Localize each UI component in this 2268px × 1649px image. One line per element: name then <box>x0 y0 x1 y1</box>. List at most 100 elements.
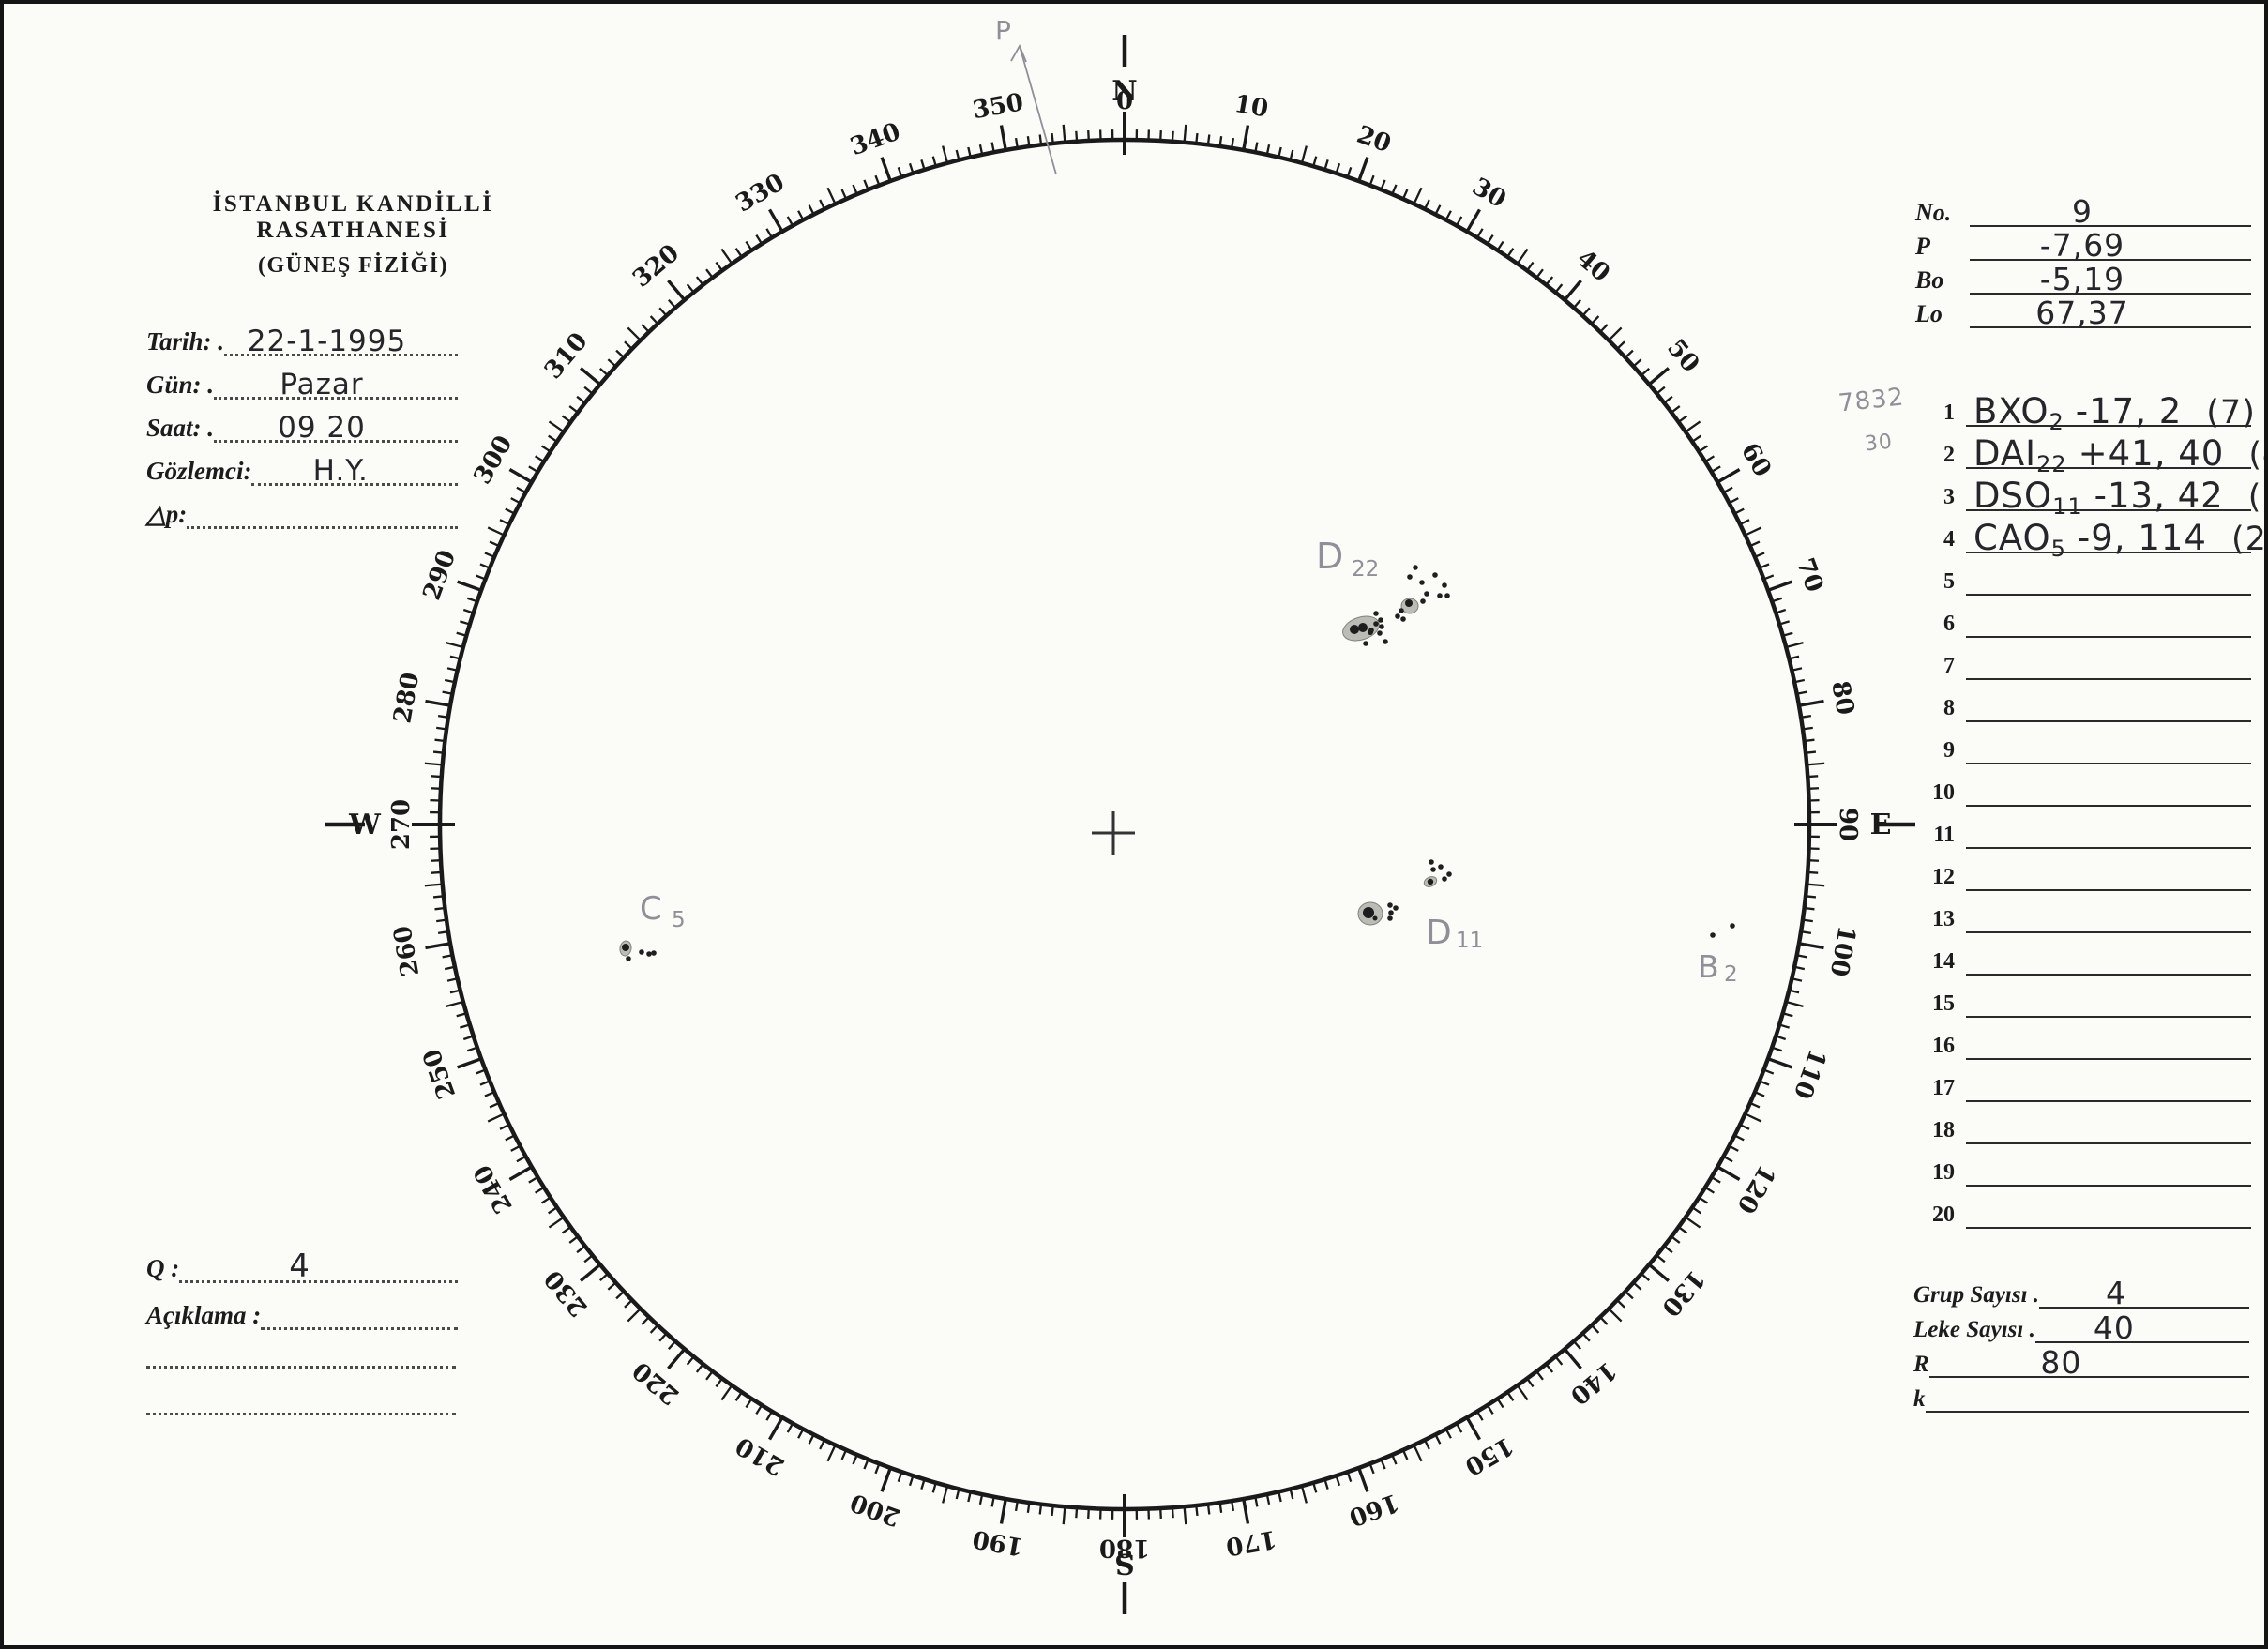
group-class-code: CAO <box>1973 518 2051 558</box>
group-row-line <box>1966 1185 2251 1187</box>
group-row: 10 <box>1913 777 2251 807</box>
degree-label-300: 300 <box>469 431 519 489</box>
summary-line <box>1925 1411 2249 1413</box>
ephemeris-label: Lo <box>1915 300 1943 327</box>
sunspot-pore <box>1363 641 1368 646</box>
summary-value: 80 <box>2040 1344 2082 1381</box>
quality-value: 4 <box>289 1248 310 1285</box>
field-row: △p: <box>146 497 458 529</box>
group-row: 14 <box>1913 946 2251 976</box>
group-row: 13 <box>1913 903 2251 933</box>
sunspot-umbra <box>1358 623 1368 632</box>
degree-label-110: 110 <box>1788 1045 1832 1102</box>
summary-label: R <box>1913 1352 1929 1377</box>
ephemeris-line: -7,69 <box>1970 227 2251 264</box>
field-label: Tarih: . <box>146 327 225 356</box>
degree-label-210: 210 <box>731 1430 789 1480</box>
group-row-line <box>1966 974 2251 976</box>
quality-line: 4 <box>179 1248 458 1285</box>
field-line: Pazar <box>214 368 458 401</box>
ephemeris-label: No. <box>1915 199 1952 226</box>
group-row-number: 9 <box>1943 738 1955 763</box>
ephemeris-value: -7,69 <box>2039 227 2125 264</box>
degree-label-240: 240 <box>469 1159 519 1218</box>
group-entry: BXO 2 -17, 2 (7) <box>1973 391 2256 435</box>
group-row: 9 <box>1913 734 2251 764</box>
sunspot-pore <box>1444 593 1450 598</box>
sunspot-umbra <box>1427 878 1434 885</box>
group-row-line <box>1966 1016 2251 1018</box>
sunspot-pore <box>1430 867 1436 872</box>
degree-label-130: 130 <box>1656 1264 1710 1322</box>
sunspot-pore <box>1379 624 1384 629</box>
degree-label-170: 170 <box>1224 1524 1279 1561</box>
group-row-line <box>1966 1058 2251 1060</box>
sunspot-pore <box>626 956 631 961</box>
group-spot-count: (1) <box>2247 478 2264 516</box>
group-row-number: 6 <box>1943 612 1955 636</box>
field-value: H.Y. <box>312 454 369 488</box>
group-row: 1 BXO 2 -17, 2 (7) <box>1913 391 2255 435</box>
sunspot-umbra <box>1405 599 1413 607</box>
group-row-line <box>1966 678 2251 680</box>
group-label-number: 11 <box>1456 929 1483 953</box>
observation-fields: Tarih: . 22-1-1995 Gün: . Pazar Saat: . 09 20… <box>146 325 458 540</box>
sunspot-pore <box>1419 580 1425 585</box>
group-class-code: DAI <box>1973 433 2037 474</box>
sunspot-umbra <box>622 944 629 951</box>
field-value: Pazar <box>280 368 364 401</box>
sunspot-pore <box>1399 608 1404 613</box>
sunspot-pore <box>1730 923 1735 929</box>
group-class-subscript: 5 <box>2050 536 2066 562</box>
degree-label-40: 40 <box>1571 245 1615 288</box>
ephemeris-line: -5,19 <box>1970 261 2251 297</box>
group-row-line <box>1966 594 2251 596</box>
degree-label-0: 0 <box>1116 87 1133 115</box>
ephemeris-row: P -7,69 <box>1915 227 2251 264</box>
group-label-number: 22 <box>1352 557 1379 582</box>
group-spot-count: (4) <box>2248 436 2264 474</box>
degree-label-60: 60 <box>1735 438 1777 481</box>
sunspot-pore <box>651 950 657 956</box>
sunspot-pore <box>1710 932 1716 938</box>
summary-label: k <box>1913 1386 1926 1412</box>
sunspot-pore <box>1377 630 1383 636</box>
summary-row: Grup Sayısı . 4 <box>1913 1275 2249 1311</box>
compass-W: W <box>325 809 382 841</box>
sunspot-pore <box>1442 582 1447 588</box>
group-label-number: 5 <box>672 908 686 932</box>
group-row-number: 16 <box>1932 1034 1955 1058</box>
degree-label-120: 120 <box>1731 1159 1780 1218</box>
group-row: 20 <box>1913 1199 2251 1229</box>
group-coordinates: +41, 40 <box>2078 433 2225 474</box>
field-line: 09 20 <box>214 411 458 445</box>
summary-value: 40 <box>2093 1309 2135 1346</box>
sunspot-pore <box>1432 572 1438 578</box>
sunspot-pore <box>1429 859 1434 865</box>
sunspot-pore <box>1446 871 1452 877</box>
compass-N: N <box>1111 35 1138 108</box>
quality-label: Q : <box>146 1254 180 1282</box>
group-row: 17 <box>1913 1072 2251 1102</box>
group-row-number: 12 <box>1932 865 1955 889</box>
group-row-number: 3 <box>1943 485 1955 509</box>
group-row-number: 19 <box>1932 1160 1955 1185</box>
field-label: △p: <box>146 500 188 528</box>
group-row-line <box>1966 1100 2251 1102</box>
group-row-line <box>1966 1142 2251 1144</box>
degree-label-250: 250 <box>417 1045 461 1102</box>
sunspot-pore <box>1400 616 1406 622</box>
aciklama-line <box>261 1327 458 1330</box>
sunspot-pore <box>1383 639 1388 644</box>
ephemeris-line: 9 <box>1970 193 2251 230</box>
group-label-number: 2 <box>1724 962 1738 987</box>
group-row-number: 2 <box>1943 443 1955 467</box>
group-class-subscript: 2 <box>2049 409 2064 435</box>
sunspot-pore <box>1413 565 1418 570</box>
summary-row: k <box>1913 1384 2249 1413</box>
pencil-note-secondary: 30 <box>1863 430 1895 457</box>
group-coordinates: -13, 42 <box>2094 476 2224 516</box>
